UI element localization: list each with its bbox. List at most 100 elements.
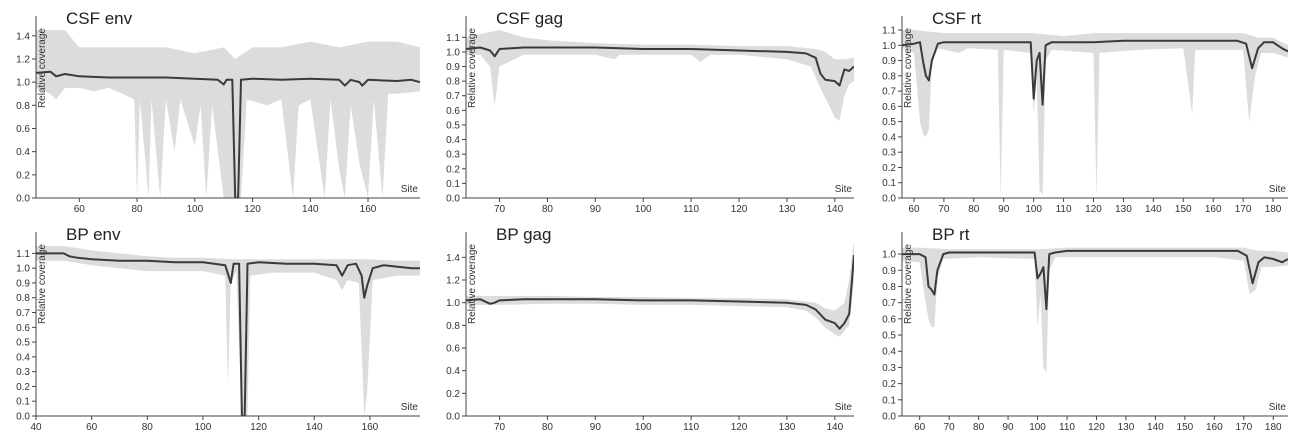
x-tick-label-csf-gag: 90 [590, 204, 602, 215]
y-tick-label-bp-gag: 1.2 [446, 276, 460, 287]
chart-title-csf-gag: CSF gag [496, 9, 563, 28]
y-tick-label-bp-rt: 1.0 [882, 250, 896, 261]
x-tick-label-bp-rt: 90 [1003, 422, 1015, 432]
x-tick-label-bp-rt: 110 [1059, 422, 1075, 432]
y-tick-label-csf-gag: 1.0 [446, 47, 460, 58]
y-tick-label-csf-rt: 0.6 [882, 102, 896, 113]
x-tick-label-csf-gag: 120 [731, 204, 748, 215]
x-tick-label-csf-env: 80 [131, 204, 143, 215]
coverage-band-bp-rt [902, 247, 1288, 373]
y-tick-label-csf-gag: 0.6 [446, 106, 460, 117]
y-tick-label-bp-env: 0.4 [16, 352, 30, 363]
y-tick-label-csf-gag: 0.2 [446, 164, 460, 175]
x-tick-label-csf-rt: 70 [938, 204, 950, 215]
y-tick-label-bp-rt: 0.7 [882, 298, 896, 309]
coverage-line-bp-gag [466, 255, 854, 330]
x-tick-label-csf-rt: 160 [1205, 204, 1222, 215]
y-tick-label-bp-env: 0.6 [16, 323, 30, 334]
y-axis-label-csf-env: Relative coverage [37, 28, 48, 108]
x-tick-label-csf-rt: 180 [1265, 204, 1282, 215]
y-tick-label-csf-rt: 0.0 [882, 194, 896, 205]
chart-panel-bp-rt: 0.0 0.1 0.2 0.3 0.4 0.5 0.6 0.7 0.8 0.9 1.0 60 70 80 9… [860, 216, 1292, 432]
x-tick-label-bp-gag: 70 [494, 422, 506, 432]
y-tick-label-csf-gag: 0.0 [446, 194, 460, 205]
x-tick-label-csf-rt: 130 [1115, 204, 1132, 215]
x-axis-label-csf-env: Site [401, 184, 419, 195]
y-tick-label-csf-env: 1.4 [16, 31, 30, 42]
x-tick-label-bp-gag: 140 [826, 422, 843, 432]
x-tick-label-csf-rt: 90 [998, 204, 1010, 215]
x-tick-label-bp-gag: 80 [542, 422, 554, 432]
y-tick-label-bp-env: 0.5 [16, 338, 30, 349]
y-tick-label-bp-gag: 0.4 [446, 366, 460, 377]
x-axis-label-csf-rt: Site [1269, 184, 1287, 195]
x-tick-label-bp-env: 40 [30, 422, 42, 432]
y-tick-label-csf-env: 0.2 [16, 170, 30, 181]
y-tick-label-bp-rt: 0.8 [882, 282, 896, 293]
x-tick-label-csf-rt: 170 [1235, 204, 1252, 215]
y-tick-label-bp-gag: 0.6 [446, 344, 460, 355]
x-tick-label-bp-rt: 150 [1177, 422, 1194, 432]
x-tick-label-csf-gag: 130 [779, 204, 796, 215]
y-tick-label-bp-rt: 0.3 [882, 363, 896, 374]
y-tick-label-csf-gag: 0.8 [446, 77, 460, 88]
chart-panel-csf-env: 0.0 0.2 0.4 0.6 0.8 1.0 1.2 1.4 60 80 100 120 140 160… [0, 0, 430, 215]
chart-panel-csf-gag: 0.0 0.1 0.2 0.3 0.4 0.5 0.6 0.7 0.8 0.9 1.0 1.1 70 80… [430, 0, 860, 215]
x-tick-label-bp-gag: 100 [635, 422, 652, 432]
x-tick-label-bp-rt: 80 [973, 422, 985, 432]
x-tick-label-bp-gag: 110 [683, 422, 699, 432]
y-tick-label-csf-gag: 1.1 [446, 33, 460, 44]
y-tick-label-csf-gag: 0.5 [446, 120, 460, 131]
x-tick-label-bp-rt: 160 [1206, 422, 1223, 432]
coverage-band-bp-gag [466, 240, 854, 337]
x-tick-label-csf-rt: 120 [1085, 204, 1102, 215]
x-tick-label-csf-rt: 60 [908, 204, 920, 215]
x-tick-label-csf-rt: 150 [1175, 204, 1192, 215]
x-axis-label-bp-rt: Site [1269, 402, 1287, 413]
y-tick-label-csf-gag: 0.4 [446, 135, 460, 146]
y-tick-label-bp-gag: 1.4 [446, 253, 460, 264]
coverage-band-bp-env [36, 246, 420, 416]
x-tick-label-csf-rt: 140 [1145, 204, 1162, 215]
y-tick-label-bp-env: 0.3 [16, 367, 30, 378]
y-tick-label-bp-rt: 0.5 [882, 331, 896, 342]
x-tick-label-csf-env: 100 [186, 204, 203, 215]
y-tick-label-csf-rt: 0.9 [882, 56, 896, 67]
x-tick-label-bp-rt: 120 [1088, 422, 1105, 432]
y-tick-label-bp-rt: 0.4 [882, 347, 896, 358]
y-tick-label-csf-env: 0.4 [16, 147, 30, 158]
y-tick-label-csf-env: 1.0 [16, 78, 30, 89]
x-tick-label-bp-env: 80 [142, 422, 154, 432]
y-tick-label-bp-env: 0.1 [16, 397, 30, 408]
y-tick-label-csf-gag: 0.9 [446, 62, 460, 73]
x-tick-label-bp-gag: 130 [779, 422, 796, 432]
y-tick-label-bp-rt: 0.1 [882, 395, 896, 406]
x-tick-label-csf-env: 160 [360, 204, 377, 215]
y-tick-label-bp-env: 0.0 [16, 412, 30, 423]
y-axis-label-bp-rt: Relative coverage [903, 244, 914, 324]
x-tick-label-bp-rt: 130 [1118, 422, 1135, 432]
x-tick-label-csf-gag: 70 [494, 204, 506, 215]
y-tick-label-bp-gag: 0.0 [446, 412, 460, 423]
chart-svg-bp-env: 0.0 0.1 0.2 0.3 0.4 0.5 0.6 0.7 0.8 0.9 1.0 1.1 40 60… [16, 225, 420, 432]
coverage-band-csf-env [36, 30, 420, 198]
y-tick-label-bp-rt: 0.2 [882, 379, 896, 390]
y-tick-label-csf-rt: 1.0 [882, 41, 896, 52]
chart-title-csf-rt: CSF rt [932, 9, 981, 28]
y-axis-label-csf-gag: Relative coverage [467, 28, 478, 108]
y-tick-label-bp-rt: 0.9 [882, 266, 896, 277]
x-tick-label-csf-gag: 80 [542, 204, 554, 215]
y-tick-label-csf-gag: 0.7 [446, 91, 460, 102]
coverage-line-bp-rt [902, 249, 1288, 311]
x-tick-label-csf-env: 60 [74, 204, 86, 215]
y-tick-label-csf-env: 0.6 [16, 124, 30, 135]
x-axis-label-bp-gag: Site [835, 402, 853, 413]
x-axis-label-bp-env: Site [401, 402, 419, 413]
y-axis-label-bp-gag: Relative coverage [467, 244, 478, 324]
x-axis-label-csf-gag: Site [835, 184, 853, 195]
x-tick-label-csf-rt: 110 [1056, 204, 1072, 215]
chart-title-bp-rt: BP rt [932, 225, 970, 244]
x-tick-label-bp-env: 60 [86, 422, 98, 432]
x-tick-label-csf-env: 140 [302, 204, 319, 215]
y-tick-label-bp-rt: 0.0 [882, 412, 896, 423]
